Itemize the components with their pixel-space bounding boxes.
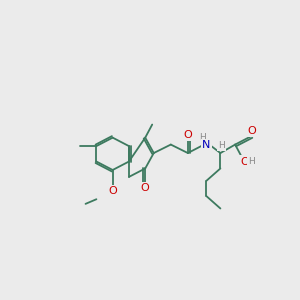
Text: H: H	[199, 133, 206, 142]
Text: O: O	[248, 126, 256, 136]
Text: O: O	[108, 186, 117, 196]
Text: O: O	[184, 130, 192, 140]
Text: N: N	[202, 140, 211, 150]
Text: O: O	[141, 183, 150, 193]
Text: H: H	[248, 157, 255, 166]
Text: H: H	[218, 141, 224, 150]
Text: O: O	[240, 157, 249, 166]
